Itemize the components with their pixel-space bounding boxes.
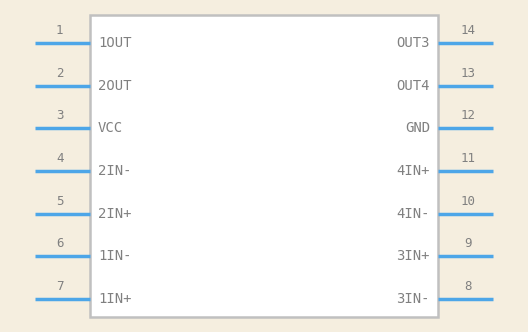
Text: 1IN+: 1IN+ xyxy=(98,292,131,306)
Text: 14: 14 xyxy=(461,24,476,37)
Bar xyxy=(90,15,438,317)
Text: 5: 5 xyxy=(56,195,63,208)
Text: 3IN-: 3IN- xyxy=(397,292,430,306)
Text: OUT3: OUT3 xyxy=(397,36,430,50)
Text: 1OUT: 1OUT xyxy=(98,36,131,50)
Text: 2: 2 xyxy=(56,67,63,80)
Text: 10: 10 xyxy=(461,195,476,208)
Text: 4IN+: 4IN+ xyxy=(397,164,430,178)
Text: 9: 9 xyxy=(465,237,472,250)
Text: 12: 12 xyxy=(461,109,476,122)
Text: VCC: VCC xyxy=(98,121,123,135)
Text: GND: GND xyxy=(405,121,430,135)
Text: 2IN-: 2IN- xyxy=(98,164,131,178)
Text: 4: 4 xyxy=(56,152,63,165)
Text: 6: 6 xyxy=(56,237,63,250)
Text: OUT4: OUT4 xyxy=(397,79,430,93)
Text: 11: 11 xyxy=(461,152,476,165)
Text: 13: 13 xyxy=(461,67,476,80)
Text: 4IN-: 4IN- xyxy=(397,207,430,221)
Text: 2IN+: 2IN+ xyxy=(98,207,131,221)
Text: 1: 1 xyxy=(56,24,63,37)
Text: 3: 3 xyxy=(56,109,63,122)
Text: 2OUT: 2OUT xyxy=(98,79,131,93)
Text: 8: 8 xyxy=(465,280,472,293)
Text: 3IN+: 3IN+ xyxy=(397,249,430,263)
Text: 1IN-: 1IN- xyxy=(98,249,131,263)
Text: 7: 7 xyxy=(56,280,63,293)
